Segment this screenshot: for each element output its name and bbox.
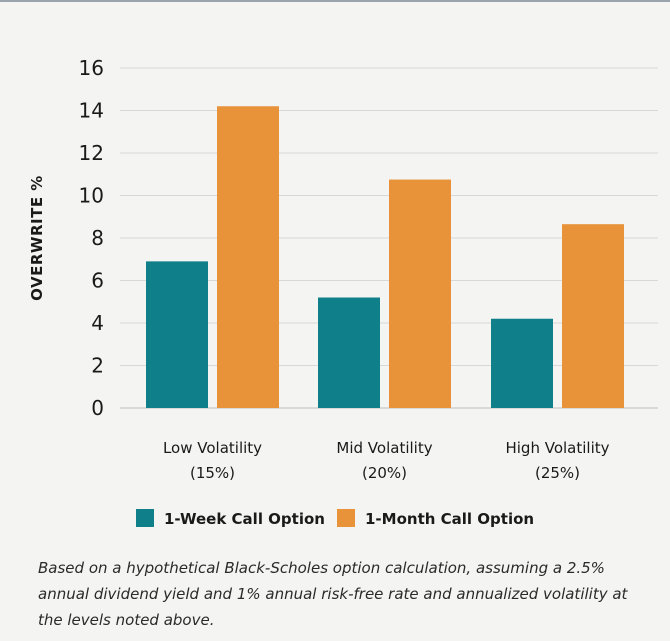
y-tick-label: 12	[79, 141, 104, 165]
bar-month-2	[562, 224, 624, 408]
y-tick-label: 4	[91, 311, 104, 335]
x-category-label: Mid Volatility	[336, 439, 432, 457]
bar-chart: 0 2 4 6 8 10 12 14 16 OVERWRITE % Low Volatility (1…	[28, 56, 658, 528]
x-category-label: Low Volatility	[163, 439, 262, 457]
legend-label: 1-Week Call Option	[164, 510, 325, 528]
y-tick-label: 6	[91, 269, 104, 293]
y-axis-label: OVERWRITE %	[28, 175, 46, 301]
chart-footnote: Based on a hypothetical Black-Scholes op…	[38, 559, 628, 629]
y-tick-label: 16	[79, 56, 104, 80]
y-tick-label: 2	[91, 354, 104, 378]
y-tick-label: 14	[79, 99, 104, 123]
x-category-label: (15%)	[190, 464, 235, 482]
legend-swatch	[337, 509, 355, 527]
x-category-label: (20%)	[362, 464, 407, 482]
bar-month-0	[217, 106, 279, 408]
y-tick-label: 10	[79, 184, 104, 208]
y-tick-label: 8	[91, 226, 104, 250]
y-tick-label: 0	[91, 396, 104, 420]
legend-swatch	[136, 509, 154, 527]
legend-label: 1-Month Call Option	[365, 510, 534, 528]
bar-month-1	[389, 179, 451, 408]
x-category-label: (25%)	[535, 464, 580, 482]
bar-week-0	[146, 261, 208, 408]
bar-week-2	[491, 318, 553, 408]
top-divider	[0, 0, 670, 2]
bar-week-1	[318, 297, 380, 408]
x-category-label: High Volatility	[505, 439, 609, 457]
